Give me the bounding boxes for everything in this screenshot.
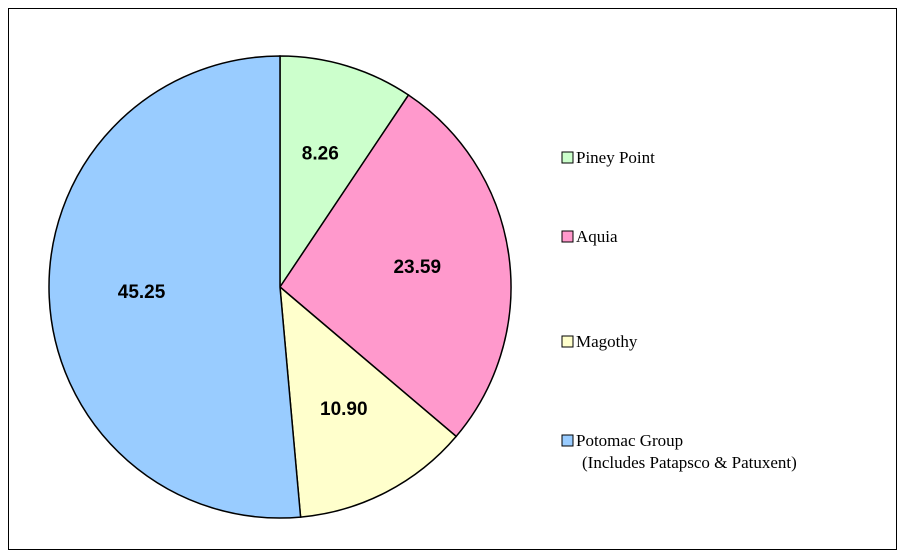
pie-slice [279, 93, 512, 438]
legend-label: Piney Point [576, 148, 655, 167]
data-label: 8.26 [302, 143, 339, 164]
legend-label: Potomac Group (Includes Patapsco & Patuxe… [576, 431, 797, 472]
legend-line: Aquia [576, 227, 618, 246]
pie-slice [48, 55, 302, 519]
pie-slice [279, 55, 410, 290]
legend-line: Potomac Group [576, 431, 683, 450]
legend-label: Aquia [576, 227, 618, 246]
legend-label: Magothy [576, 332, 638, 351]
data-label: 45.25 [118, 282, 166, 303]
legend-line: Piney Point [576, 148, 655, 167]
pie-slice [279, 285, 458, 518]
legend-swatch [561, 434, 574, 447]
legend-swatch [561, 230, 574, 243]
data-label: 10.90 [320, 399, 368, 420]
legend-swatch [561, 335, 574, 348]
legend-swatch [561, 151, 574, 164]
data-label: 23.59 [393, 257, 441, 278]
legend-line: Magothy [576, 332, 638, 351]
legend-line: (Includes Patapsco & Patuxent) [582, 453, 797, 472]
